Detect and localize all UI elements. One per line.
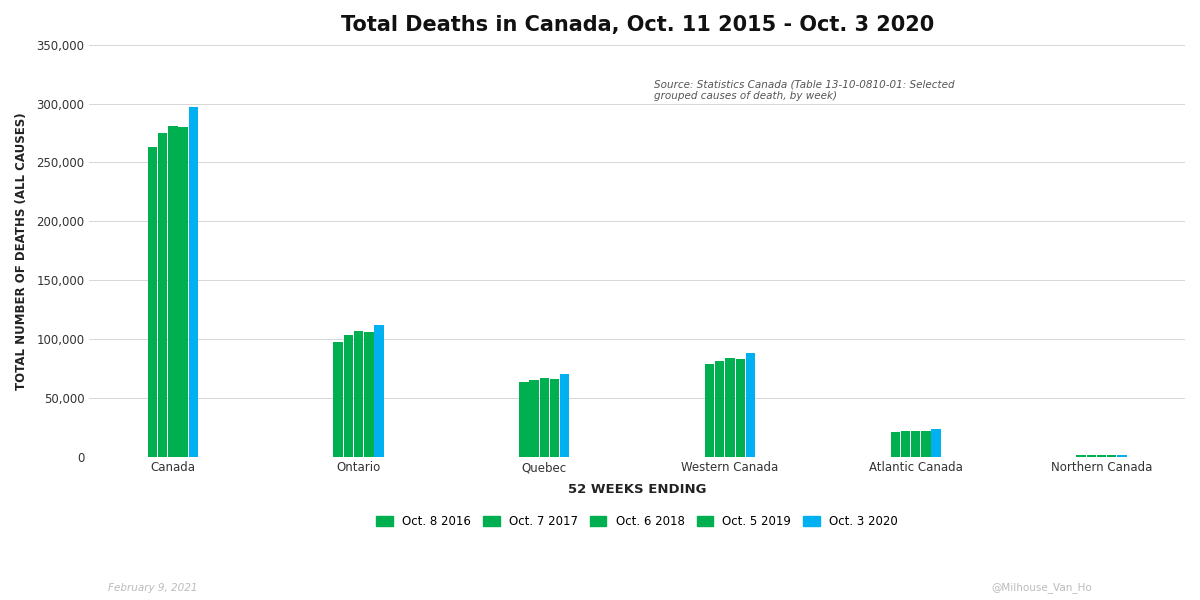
Bar (1076, 455, 1086, 457)
Bar (364, 332, 373, 457)
Bar (179, 127, 188, 457)
Bar (931, 429, 941, 457)
Bar (540, 378, 550, 457)
Bar (520, 382, 528, 457)
Bar (1106, 455, 1116, 457)
Bar (901, 431, 911, 457)
Bar (560, 374, 570, 457)
Bar (890, 433, 900, 457)
Bar (704, 364, 714, 457)
Bar (374, 325, 384, 457)
Legend: Oct. 8 2016, Oct. 7 2017, Oct. 6 2018, Oct. 5 2019, Oct. 3 2020: Oct. 8 2016, Oct. 7 2017, Oct. 6 2018, O… (372, 511, 902, 533)
Bar (158, 133, 167, 457)
Bar (168, 126, 178, 457)
Bar (148, 147, 157, 457)
Text: @Milhouse_Van_Ho: @Milhouse_Van_Ho (991, 582, 1092, 593)
Bar (1117, 455, 1127, 457)
Bar (1086, 455, 1096, 457)
Title: Total Deaths in Canada, Oct. 11 2015 - Oct. 3 2020: Total Deaths in Canada, Oct. 11 2015 - O… (341, 15, 934, 35)
Bar (188, 107, 198, 457)
Text: February 9, 2021: February 9, 2021 (108, 583, 198, 593)
Y-axis label: TOTAL NUMBER OF DEATHS (ALL CAUSES): TOTAL NUMBER OF DEATHS (ALL CAUSES) (14, 112, 28, 389)
Text: Source: Statistics Canada (Table 13-10-0810-01: Selected
grouped causes of death: Source: Statistics Canada (Table 13-10-0… (654, 80, 954, 101)
X-axis label: 52 WEEKS ENDING: 52 WEEKS ENDING (568, 482, 707, 496)
Bar (354, 331, 364, 457)
Bar (529, 380, 539, 457)
Bar (715, 361, 725, 457)
Bar (725, 358, 734, 457)
Bar (745, 353, 755, 457)
Bar (343, 335, 353, 457)
Bar (922, 431, 931, 457)
Bar (550, 379, 559, 457)
Bar (911, 431, 920, 457)
Bar (334, 343, 343, 457)
Bar (736, 359, 745, 457)
Bar (1097, 455, 1106, 457)
